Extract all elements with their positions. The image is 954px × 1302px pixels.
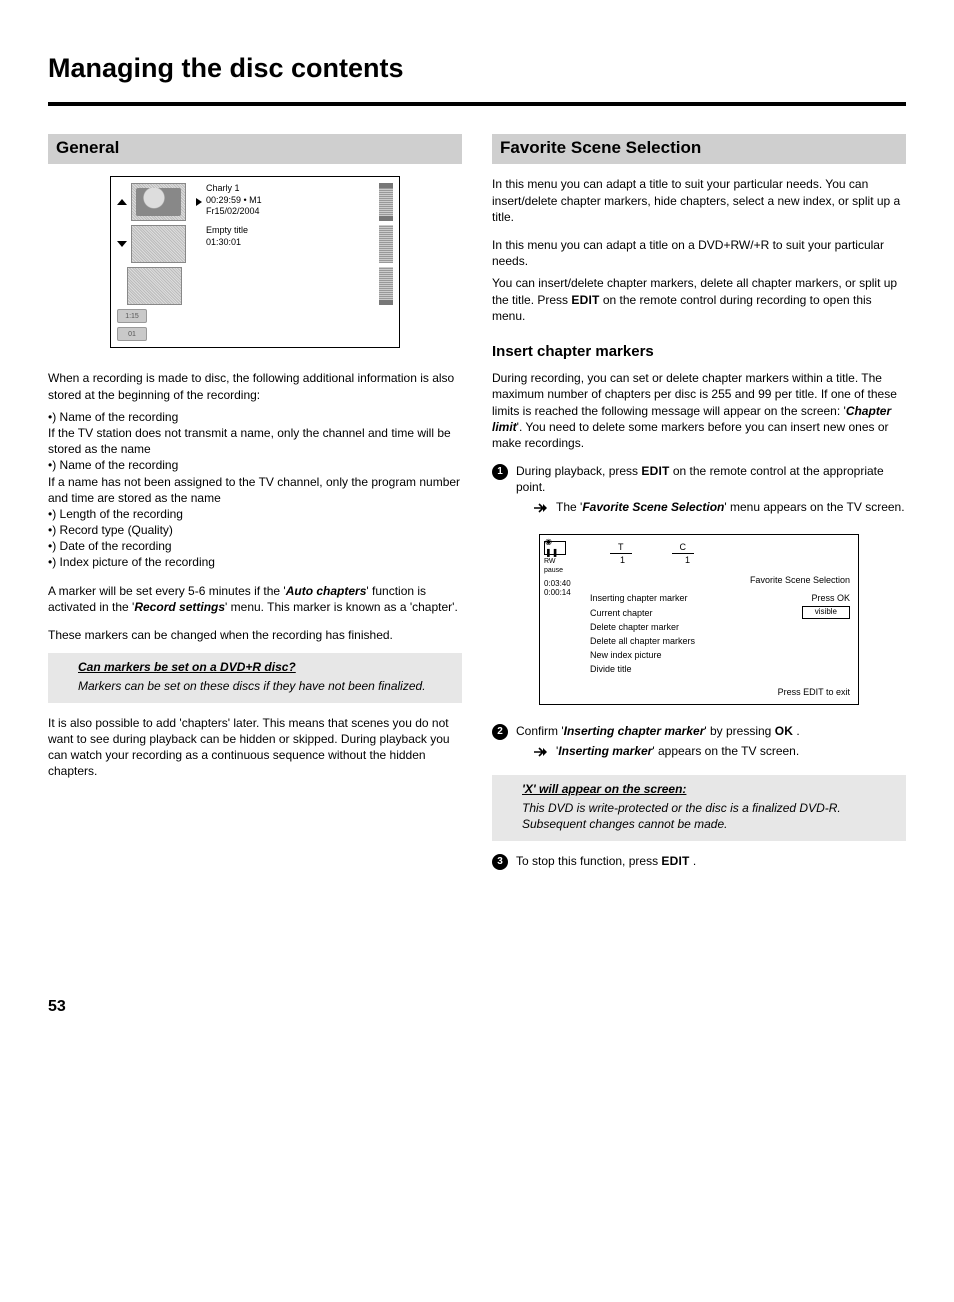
figure-favorite-scene-menu: ◉ ❚❚ RW pause 0:03:40 0:00:14 T C 1 1 Favo… [539, 534, 859, 705]
menu-item: Delete all chapter markers [590, 635, 695, 647]
list-item: •) Record type (Quality) [48, 522, 462, 538]
col-t-val: 1 [610, 554, 635, 566]
section-head-general: General [48, 134, 462, 164]
badge-track: 01 [117, 327, 147, 341]
title1-date: Fr15/02/2004 [206, 206, 373, 217]
title2-time: 01:30:01 [206, 237, 373, 248]
result-arrow-icon [534, 501, 550, 517]
step-number-1-icon: 1 [492, 464, 508, 480]
scroll-up-icon [117, 199, 127, 205]
page-title: Managing the disc contents [48, 50, 906, 96]
badge-time: 1:15 [117, 309, 147, 323]
tip-body: Markers can be set on these discs if the… [78, 679, 426, 693]
col-c-val: 1 [675, 554, 700, 566]
insert-intro: During recording, you can set or delete … [492, 370, 906, 451]
menu-item: Divide title [590, 663, 632, 675]
title-rule [48, 102, 906, 106]
two-column-layout: General Charly 1 00:29:59 • M1 Fr15/02/2… [48, 134, 906, 875]
col-c-label: C [672, 541, 695, 554]
thumbnail-1 [131, 183, 186, 221]
list-item: •) Date of the recording [48, 538, 462, 554]
step-3: 3 To stop this function, press EDIT . [492, 853, 906, 870]
menu-footer: Press EDIT to exit [590, 686, 850, 698]
title1-name: Charly 1 [206, 183, 373, 194]
tip-title: Can markers be set on a DVD+R disc? [78, 659, 452, 675]
thumbnail-3 [127, 267, 182, 305]
col-t-label: T [610, 541, 632, 554]
marker-paragraph-1: A marker will be set every 5-6 minutes i… [48, 583, 462, 615]
list-item: If a name has not been assigned to the T… [48, 474, 462, 506]
marker-paragraph-2: These markers can be changed when the re… [48, 627, 462, 643]
usage-bar-1 [379, 183, 393, 221]
tip-box-write-protected: 'X' will appear on the screen: This DVD … [492, 775, 906, 841]
ok-button-label: OK [775, 724, 793, 738]
title2-name: Empty title [206, 225, 373, 236]
section-head-favorite: Favorite Scene Selection [492, 134, 906, 164]
step-1: 1 During playback, press EDIT on the rem… [492, 463, 906, 522]
list-item: If the TV station does not transmit a na… [48, 425, 462, 457]
menu-item: Current chapter [590, 607, 653, 619]
step-number-2-icon: 2 [492, 724, 508, 740]
list-item: •) Length of the recording [48, 506, 462, 522]
info-list: •) Name of the recording If the TV stati… [48, 409, 462, 571]
edit-button-label: EDIT [571, 293, 599, 307]
visible-box: visible [802, 606, 850, 619]
thumbnail-2 [131, 225, 186, 263]
edit-button-label: EDIT [661, 854, 689, 868]
list-item: •) Index picture of the recording [48, 554, 462, 570]
step-2-result: 'Inserting marker' appears on the TV scr… [534, 743, 906, 761]
page-number: 53 [48, 996, 906, 1018]
title1-time: 00:29:59 • M1 [206, 195, 373, 206]
list-item: •) Name of the recording [48, 409, 462, 425]
scroll-down-icon [117, 241, 127, 247]
menu-hint: Press OK [811, 592, 850, 604]
result-arrow-icon [534, 745, 550, 761]
fav-intro-1: In this menu you can adapt a title to su… [492, 176, 906, 225]
title1-meta: Charly 1 00:29:59 • M1 Fr15/02/2004 [206, 183, 373, 221]
figure-index-screen: Charly 1 00:29:59 • M1 Fr15/02/2004 Empt… [110, 176, 400, 348]
fav-intro-2a: In this menu you can adapt a title on a … [492, 237, 906, 269]
outro-text: It is also possible to add 'chapters' la… [48, 715, 462, 780]
chapter-time: 0:00:14 [544, 588, 576, 598]
tip-body: This DVD is write-protected or the disc … [522, 801, 841, 831]
disc-icon: ◉ ❚❚ [544, 541, 566, 555]
menu-item: Inserting chapter marker [590, 592, 688, 604]
list-item: •) Name of the recording [48, 457, 462, 473]
step-number-3-icon: 3 [492, 854, 508, 870]
usage-bar-3 [379, 267, 393, 305]
play-marker-icon [196, 198, 202, 206]
fav-intro-2b: You can insert/delete chapter markers, d… [492, 275, 906, 324]
menu-title: Favorite Scene Selection [590, 574, 850, 586]
status-badges: 1:15 01 [117, 309, 393, 341]
edit-button-label: EDIT [641, 464, 669, 478]
elapsed-time: 0:03:40 [544, 579, 576, 589]
tip-box-dvd-r: Can markers be set on a DVD+R disc? Mark… [48, 653, 462, 702]
usage-bar-2 [379, 225, 393, 263]
menu-item: New index picture [590, 649, 662, 661]
menu-item: Delete chapter marker [590, 621, 679, 633]
step-1-result: The 'Favorite Scene Selection' menu appe… [534, 499, 906, 517]
subsection-head-insert: Insert chapter markers [492, 342, 906, 362]
tip-title: 'X' will appear on the screen: [522, 781, 896, 797]
step-2: 2 Confirm 'Inserting chapter marker' by … [492, 723, 906, 765]
figure-side-panel: ◉ ❚❚ RW pause 0:03:40 0:00:14 [540, 535, 580, 704]
intro-text: When a recording is made to disc, the fo… [48, 370, 462, 402]
title2-meta: Empty title 01:30:01 [206, 225, 373, 263]
right-column: Favorite Scene Selection In this menu yo… [492, 134, 906, 875]
left-column: General Charly 1 00:29:59 • M1 Fr15/02/2… [48, 134, 462, 875]
